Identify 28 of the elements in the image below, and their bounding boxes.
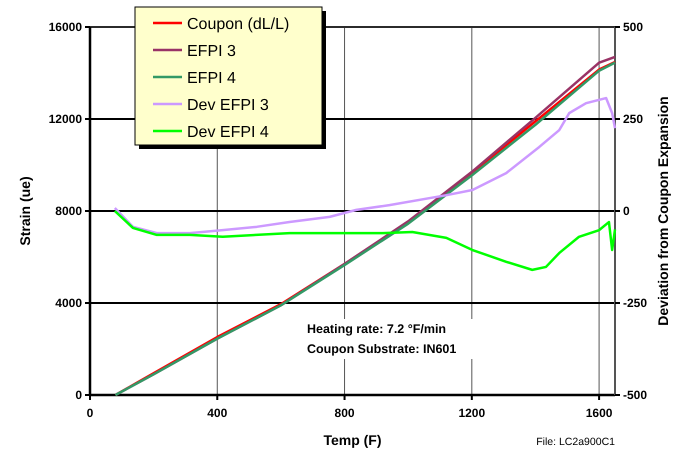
y-tick-label: 8000 [55, 204, 82, 218]
y-axis-title: Strain (ue) [17, 176, 33, 246]
legend-label: Dev EFPI 3 [187, 97, 269, 114]
line-series [114, 96, 616, 234]
y-tick-label: 0 [75, 388, 82, 402]
x-tick-label: 1600 [586, 406, 613, 420]
y-tick-label: 16000 [48, 20, 82, 34]
y2-axis-title: Deviation from Coupon Expansion [655, 96, 671, 326]
legend-label: Coupon (dL/L) [187, 16, 290, 33]
y2-tick-label: 500 [623, 20, 644, 34]
y-tick-label: 4000 [55, 296, 82, 310]
legend-label: Dev EFPI 4 [187, 124, 269, 141]
x-tick-label: 400 [207, 406, 228, 420]
x-axis-title: Temp (F) [323, 432, 382, 448]
y2-tick-label: 250 [623, 112, 644, 126]
annotation: Heating rate: 7.2 °F/min [307, 322, 446, 336]
annotation: Coupon Substrate: IN601 [307, 342, 456, 356]
y2-tick-label: -250 [623, 296, 648, 310]
legend-label: EFPI 3 [187, 43, 236, 60]
y2-tick-label: 0 [623, 204, 630, 218]
x-tick-label: 0 [86, 406, 94, 420]
x-tick-label: 800 [334, 406, 355, 420]
y-tick-label: 12000 [48, 112, 82, 126]
line-series [114, 210, 616, 272]
y2-tick-label: -500 [623, 388, 648, 402]
legend-label: EFPI 4 [187, 70, 236, 87]
x-tick-label: 1200 [458, 406, 486, 420]
text: File: LC2a900C1 [536, 436, 616, 448]
